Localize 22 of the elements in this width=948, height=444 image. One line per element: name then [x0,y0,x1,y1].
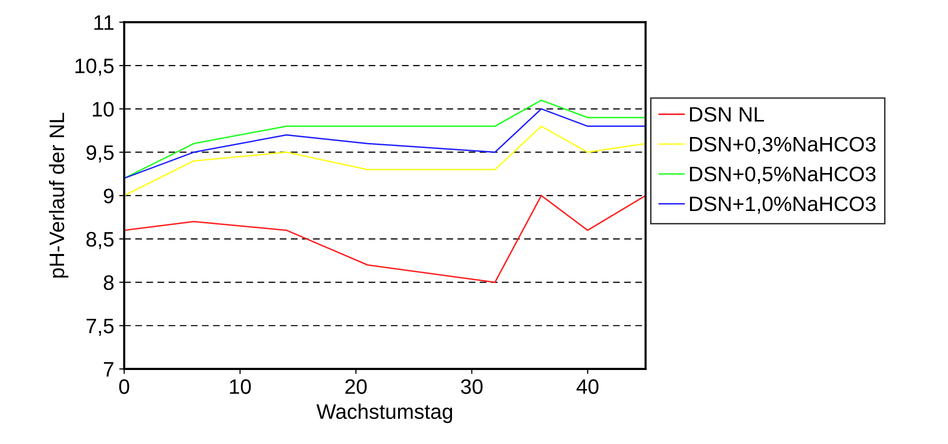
y-tick-label: 8,5 [86,232,114,250]
x-tick-label: 0 [119,379,130,394]
legend-label: DSN+0,5%NaHCO3 [690,166,876,184]
legend-label: DSN NL [690,106,764,122]
y-tick-label: 7,5 [86,318,114,336]
legend-label: DSN+0,3%NaHCO3 [690,136,876,154]
y-tick-label: 8 [104,275,114,290]
legend-label: DSN+1,0%NaHCO3 [690,196,876,214]
x-axis-title: Wachstumstag [316,404,452,424]
x-tick-label: 30 [460,379,483,394]
y-tick-label: 10 [92,102,114,117]
y-tick-label: 9,5 [86,145,114,162]
y-tick-label: 11 [94,15,114,30]
x-tick-label: 40 [576,379,598,394]
y-tick-label: 9 [104,188,114,204]
x-tick-label: 20 [345,379,367,394]
y-axis-title: pH-Verlauf der NL [48,112,68,278]
line-series [124,194,646,283]
x-tick-label: 10 [230,379,251,394]
line-series [124,126,646,196]
y-tick-label: 10,5 [76,58,114,76]
y-tick-label: 7 [104,362,114,377]
